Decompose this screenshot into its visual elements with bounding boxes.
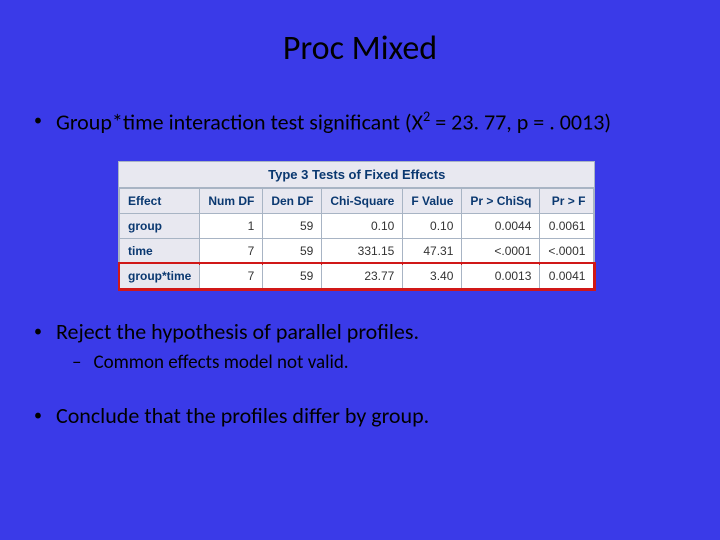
bullet-dot-icon: • — [34, 406, 42, 425]
table-header-row: Effect Num DF Den DF Chi-Square F Value … — [120, 189, 594, 214]
table-title: Type 3 Tests of Fixed Effects — [119, 162, 594, 188]
slide: Proc Mixed • Group*time interaction test… — [0, 0, 720, 540]
cell: 3.40 — [403, 264, 462, 289]
cell: 59 — [263, 214, 322, 239]
cell-effect: group*time — [120, 264, 200, 289]
bullet-text: Group*time interaction test significant … — [56, 107, 611, 135]
cell: 0.0044 — [462, 214, 540, 239]
col-chisq: Chi-Square — [322, 189, 403, 214]
cell-effect: group — [120, 214, 200, 239]
table-row-highlighted: group*time 7 59 23.77 3.40 0.0013 0.0041 — [120, 264, 594, 289]
spacer — [34, 380, 686, 402]
bullet-conclude: • Conclude that the profiles differ by g… — [34, 402, 686, 429]
page-title: Proc Mixed — [0, 0, 720, 77]
col-prchisq: Pr > ChiSq — [462, 189, 540, 214]
cell: <.0001 — [462, 239, 540, 264]
cell: 59 — [263, 239, 322, 264]
cell: 7 — [200, 264, 263, 289]
col-dendf: Den DF — [263, 189, 322, 214]
bullet-dash-icon: – — [72, 351, 81, 374]
fixed-effects-table-wrap: Type 3 Tests of Fixed Effects Effect Num… — [118, 161, 595, 290]
col-prf: Pr > F — [540, 189, 594, 214]
content-area: • Group*time interaction test significan… — [0, 77, 720, 429]
cell: 0.0041 — [540, 264, 594, 289]
bullet-dot-icon: • — [34, 322, 42, 341]
bullet-text-pre: Group*time interaction test significant … — [56, 108, 423, 135]
bullet-text: Conclude that the profiles differ by gro… — [56, 402, 429, 429]
col-effect: Effect — [120, 189, 200, 214]
cell: 0.10 — [322, 214, 403, 239]
cell-effect: time — [120, 239, 200, 264]
cell: 0.10 — [403, 214, 462, 239]
bullet-reject-hypothesis: • Reject the hypothesis of parallel prof… — [34, 318, 686, 345]
bullet-interaction-test: • Group*time interaction test significan… — [34, 107, 686, 135]
table-row: group 1 59 0.10 0.10 0.0044 0.0061 — [120, 214, 594, 239]
cell: 1 — [200, 214, 263, 239]
bullet-text: Common effects model not valid. — [93, 351, 348, 374]
bullet-dot-icon: • — [34, 111, 42, 130]
cell: 7 — [200, 239, 263, 264]
bullet-text: Reject the hypothesis of parallel profil… — [56, 318, 419, 345]
cell: <.0001 — [540, 239, 594, 264]
bullet-common-effects: – Common effects model not valid. — [72, 351, 686, 374]
cell: 47.31 — [403, 239, 462, 264]
cell: 59 — [263, 264, 322, 289]
fixed-effects-table: Effect Num DF Den DF Chi-Square F Value … — [119, 188, 594, 289]
cell: 331.15 — [322, 239, 403, 264]
table-row: time 7 59 331.15 47.31 <.0001 <.0001 — [120, 239, 594, 264]
cell: 0.0013 — [462, 264, 540, 289]
bullet-text-post: = 23. 77, p = . 0013) — [430, 108, 611, 135]
col-fvalue: F Value — [403, 189, 462, 214]
col-numdf: Num DF — [200, 189, 263, 214]
cell: 23.77 — [322, 264, 403, 289]
cell: 0.0061 — [540, 214, 594, 239]
